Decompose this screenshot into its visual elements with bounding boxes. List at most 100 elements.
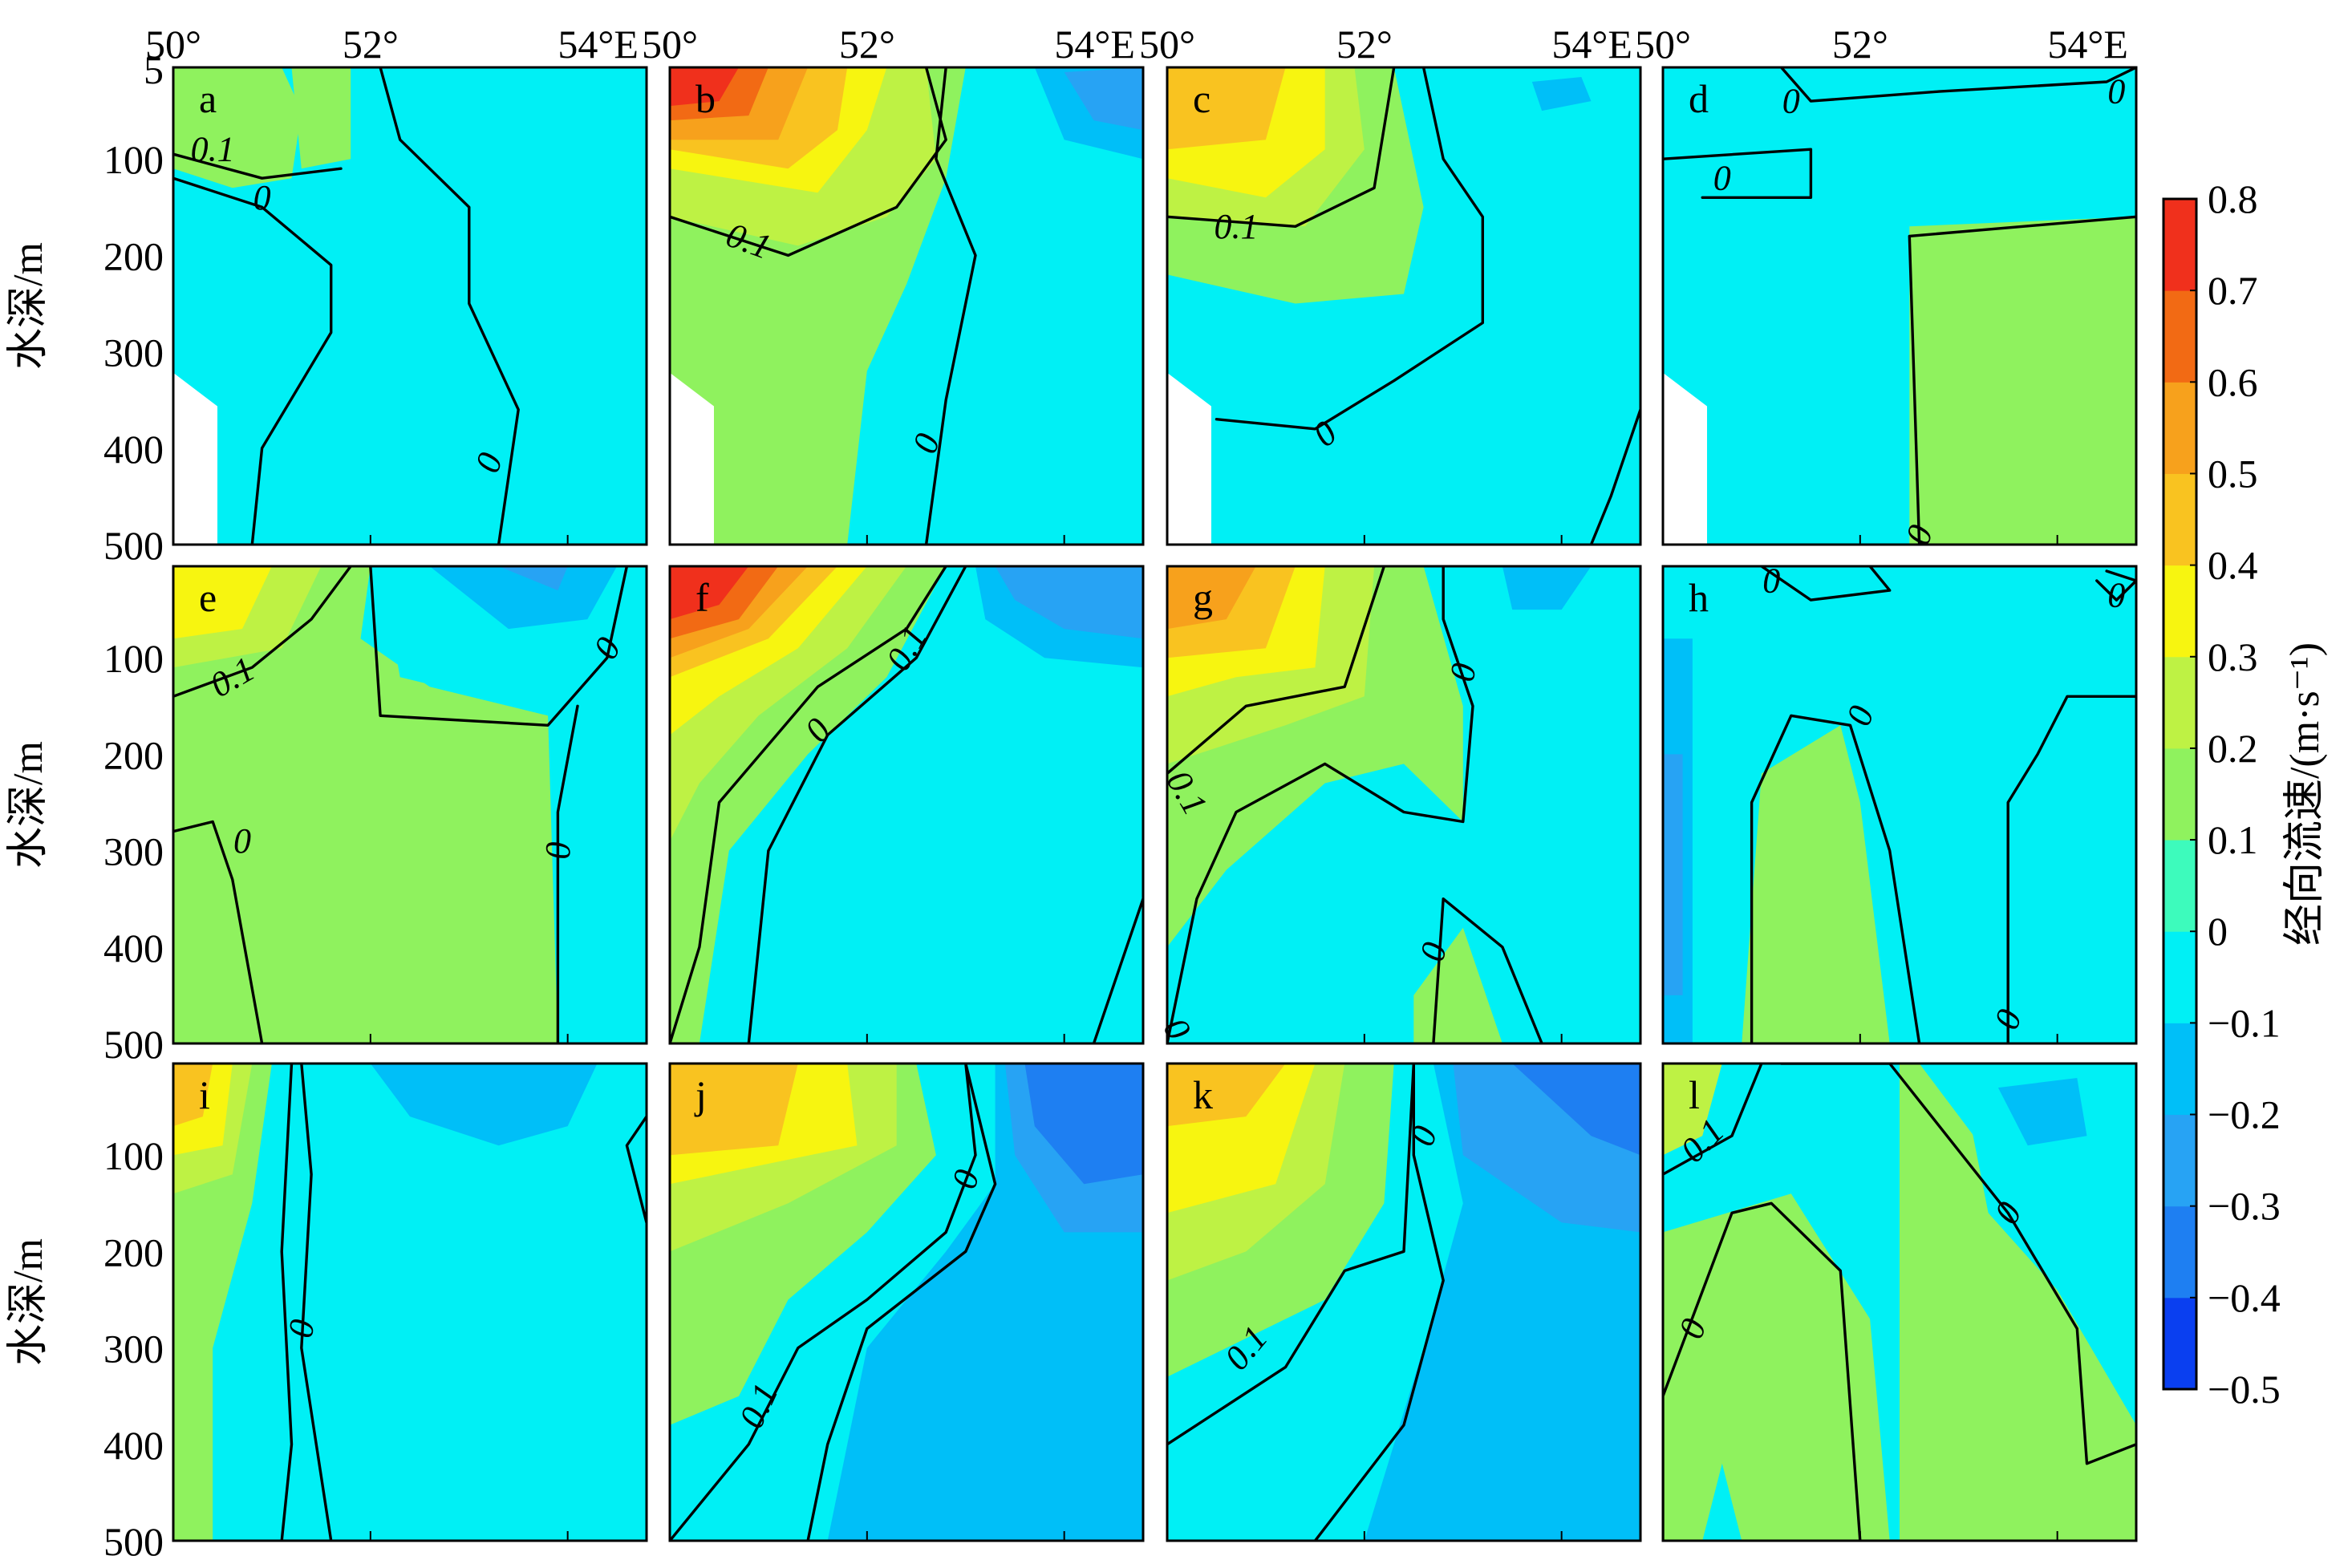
panel-a-fill: [173, 67, 647, 545]
panel-g-field-4: [1167, 566, 1256, 630]
panel-c-field-3: [1167, 67, 1286, 150]
panel-e-field-0: [173, 566, 558, 1043]
panel-b-field-9: [1064, 67, 1143, 131]
panel-j-field-3: [1024, 1064, 1143, 1185]
colorbar-tick-label-11: −0.3: [2208, 1184, 2281, 1229]
y-tick-label-0-3: 300: [103, 330, 164, 375]
panel-d-letter: d: [1689, 76, 1709, 121]
panel-g-contour-0: [1167, 566, 1386, 776]
top-x-tick-labels: 50° 52° 54°E 50° 52° 54°E 50° 52° 54°E 50° 52° 54°E: [145, 22, 2128, 67]
panel-h-contour-2: [1760, 566, 1892, 602]
panel-e-contour-2: [173, 820, 264, 1043]
panel-c-frame: [1166, 66, 1642, 546]
panel-f-contour-0: [670, 566, 947, 1043]
y-tick-label-1-3: 300: [103, 829, 164, 874]
panel-h-frame: [1661, 565, 2138, 1045]
panel-a-contour-0: [173, 152, 343, 180]
top-x-tick-label-1-2: 54°E: [1054, 22, 1135, 67]
panel-k-frame: [1166, 1062, 1642, 1542]
y-axis-title-row-1: 水深/m: [6, 242, 51, 370]
colorbar-title: 经向流速/(m·s⁻¹): [2282, 642, 2328, 946]
panel-e-contour-3: [556, 704, 579, 1043]
y-axis-title-row-3: 水深/m: [6, 1238, 51, 1366]
y-tick-label-1-2: 200: [103, 732, 164, 777]
panel-j-letter: j: [694, 1072, 707, 1117]
panel-a-field-1: [173, 67, 302, 188]
panel-d-contour-2: [1779, 67, 2136, 103]
colorbar-tick-label-10: −0.2: [2208, 1092, 2281, 1137]
panel-d-contour-label-0: 0: [1713, 159, 1731, 198]
y-tick-label-2-3: 300: [103, 1327, 164, 1371]
panel-h-contour-label-2: 0: [1762, 561, 1780, 601]
panel-j-fill: [670, 1064, 1143, 1541]
panel-e-field-2: [173, 566, 272, 639]
panel-h-field-3: [1663, 754, 1683, 995]
panel-g-fill: [1167, 566, 1640, 1043]
panel-c: 0.10c: [1166, 66, 1642, 546]
panel-d-frame: [1661, 66, 2138, 546]
panel-k-letter: k: [1193, 1072, 1213, 1117]
colorbar-band-9: [2163, 473, 2196, 566]
panel-h-contour-label-3: 0: [2107, 576, 2125, 615]
top-x-tick-label-1-0: 50°: [642, 22, 698, 67]
panel-k-contour-1: [1313, 1064, 1445, 1541]
y-tick-label-2-5: 500: [103, 1519, 164, 1564]
panel-b-contour-0: [670, 67, 947, 257]
panel-a-contour-2: [379, 67, 520, 545]
panel-e-frame: [172, 565, 648, 1045]
panel-i-field-0: [301, 1064, 637, 1541]
panel-d-contour-label-1: 0: [1782, 82, 1800, 121]
y-tick-label-2-1: 100: [103, 1133, 164, 1178]
y-tick-label-0-5: 500: [103, 523, 164, 568]
colorbar-tick-label-1: 0.7: [2208, 268, 2258, 313]
panel-c-land-mask: [1167, 372, 1211, 545]
panel-h: 000 0h: [1661, 561, 2138, 1045]
panel-h-fill: [1663, 566, 2136, 1043]
panel-k-fill: [1167, 1064, 1640, 1541]
panel-e-contour-1: [369, 566, 629, 727]
panel-f-field-9: [995, 566, 1143, 639]
y-axis-title-row-2: 水深/m: [6, 741, 51, 869]
panel-h-contour-1: [2006, 695, 2136, 1043]
panel-h-contour-3: [2095, 569, 2136, 602]
panel-j-contour-1: [806, 1064, 997, 1541]
colorbar-tick-label-5: 0.3: [2208, 634, 2258, 679]
panel-g-letter: g: [1193, 575, 1213, 620]
panel-l-field-2: [1663, 1064, 1722, 1156]
colorbar-band-2: [2163, 1114, 2196, 1207]
panel-c-letter: c: [1193, 76, 1210, 121]
panel-d-contour-label-2: 0: [2107, 72, 2125, 111]
panel-i-frame: [172, 1062, 648, 1542]
panel-a-frame: [172, 66, 648, 546]
panel-h-contour-0: [1750, 714, 1921, 1043]
panel-l-contour-1: [1663, 1201, 1862, 1541]
panel-d-contour-1: [1908, 215, 2136, 545]
y-tick-label-0-4: 400: [103, 427, 164, 472]
panel-l-fill: [1663, 1064, 2136, 1541]
colorbar-band-8: [2163, 565, 2196, 658]
panel-e-contour-label-2: 0: [538, 842, 578, 860]
panel-b-fill: [670, 67, 1143, 545]
panel-k-field-7: [1167, 1064, 1286, 1127]
top-x-tick-label-3-1: 52°: [1832, 22, 1888, 67]
panel-f: 0.10f: [668, 565, 1145, 1045]
colorbar-tick-label-2: 0.6: [2208, 359, 2258, 404]
panel-l-field-4: [1997, 1078, 2087, 1146]
colorbar-band-5: [2163, 840, 2196, 932]
y-tick-label-2-2: 200: [103, 1230, 164, 1274]
panel-d-land-mask: [1663, 372, 1707, 545]
panel-i-field-4: [173, 1064, 213, 1127]
colorbar-tick-label-9: −0.1: [2208, 1000, 2281, 1045]
panel-k-field-3: [1512, 1064, 1640, 1156]
top-x-tick-label-0-0: 50°: [145, 22, 201, 67]
top-x-tick-label-0-1: 52°: [343, 22, 399, 67]
panel-e-field-4: [429, 566, 618, 630]
colorbar-band-11: [2163, 290, 2196, 383]
panel-h-letter: h: [1689, 575, 1709, 620]
panel-g-frame: [1166, 565, 1642, 1045]
